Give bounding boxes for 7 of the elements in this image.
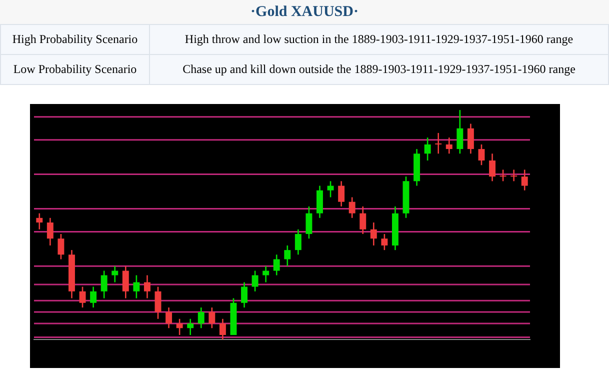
text: High Probability Scenario	[0, 24, 150, 54]
text: Low Probability Scenario	[0, 54, 150, 84]
text: High throw and low suction in the 1889-1903-1911-1929-1937-1951-1960 range	[150, 24, 608, 54]
text: Chase up and kill down outside the 1889-1903-1911-1929-1937-1951-1960 range	[150, 54, 608, 84]
candlestick	[435, 132, 442, 154]
chart-title: ·Gold XAUUSD·	[0, 0, 609, 24]
candlestick	[510, 170, 518, 182]
